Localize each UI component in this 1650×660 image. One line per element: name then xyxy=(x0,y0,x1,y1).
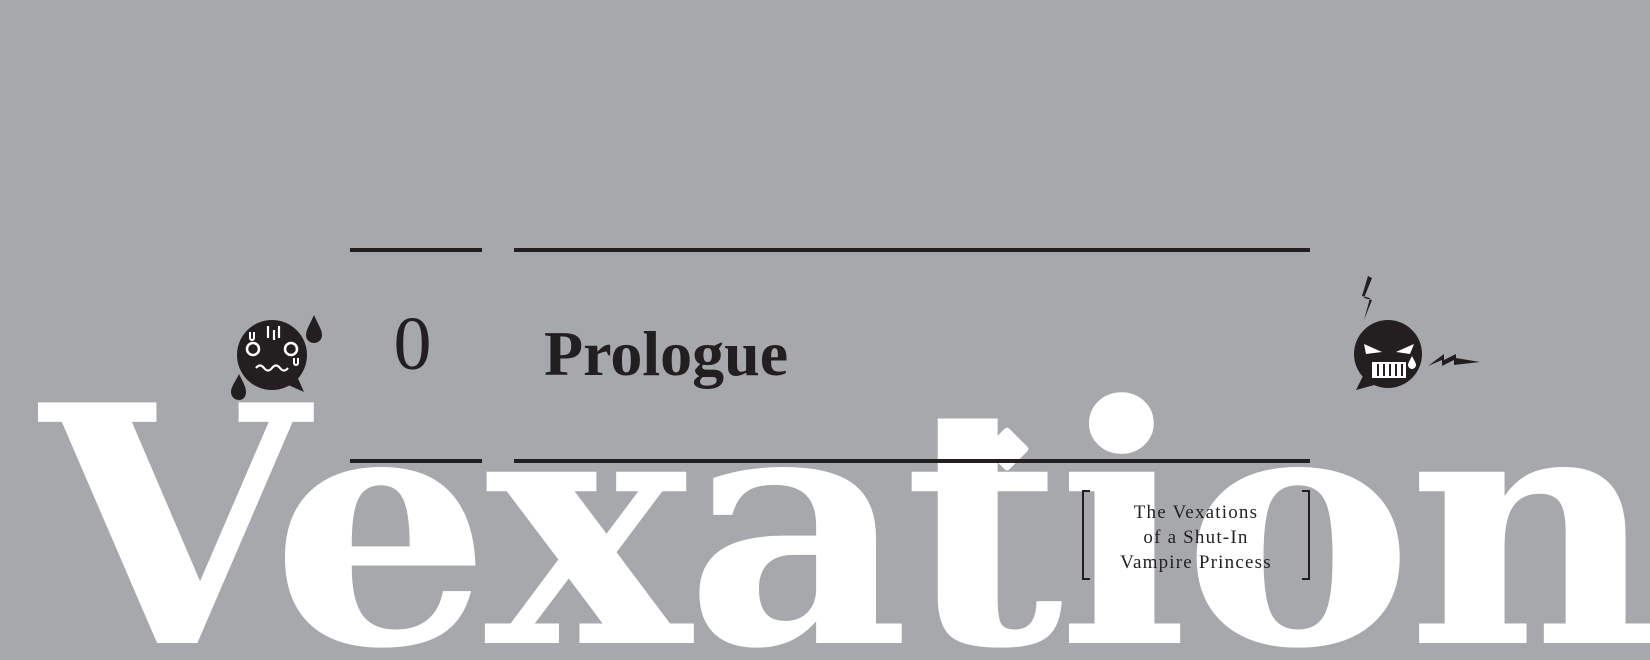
background-word: Vexations xyxy=(40,333,1650,660)
book-title: The Vexations of a Shut-In Vampire Princ… xyxy=(1082,500,1310,575)
book-title-box: The Vexations of a Shut-In Vampire Princ… xyxy=(1082,490,1310,580)
book-title-line-3: Vampire Princess xyxy=(1120,552,1272,573)
top-rule-left xyxy=(350,248,482,252)
chapter-number: 0 xyxy=(393,302,432,386)
bottom-rule-left xyxy=(350,459,482,463)
right-bracket xyxy=(1302,490,1310,580)
flustered-face-icon xyxy=(226,312,326,404)
top-rule-right xyxy=(514,248,1310,252)
book-title-line-2: of a Shut-In xyxy=(1143,527,1249,548)
left-bracket xyxy=(1082,490,1090,580)
bottom-rule-right xyxy=(514,459,1310,463)
chapter-title: Prologue xyxy=(544,318,789,389)
angry-face-icon xyxy=(1350,274,1480,394)
book-title-line-1: The Vexations xyxy=(1133,502,1259,523)
